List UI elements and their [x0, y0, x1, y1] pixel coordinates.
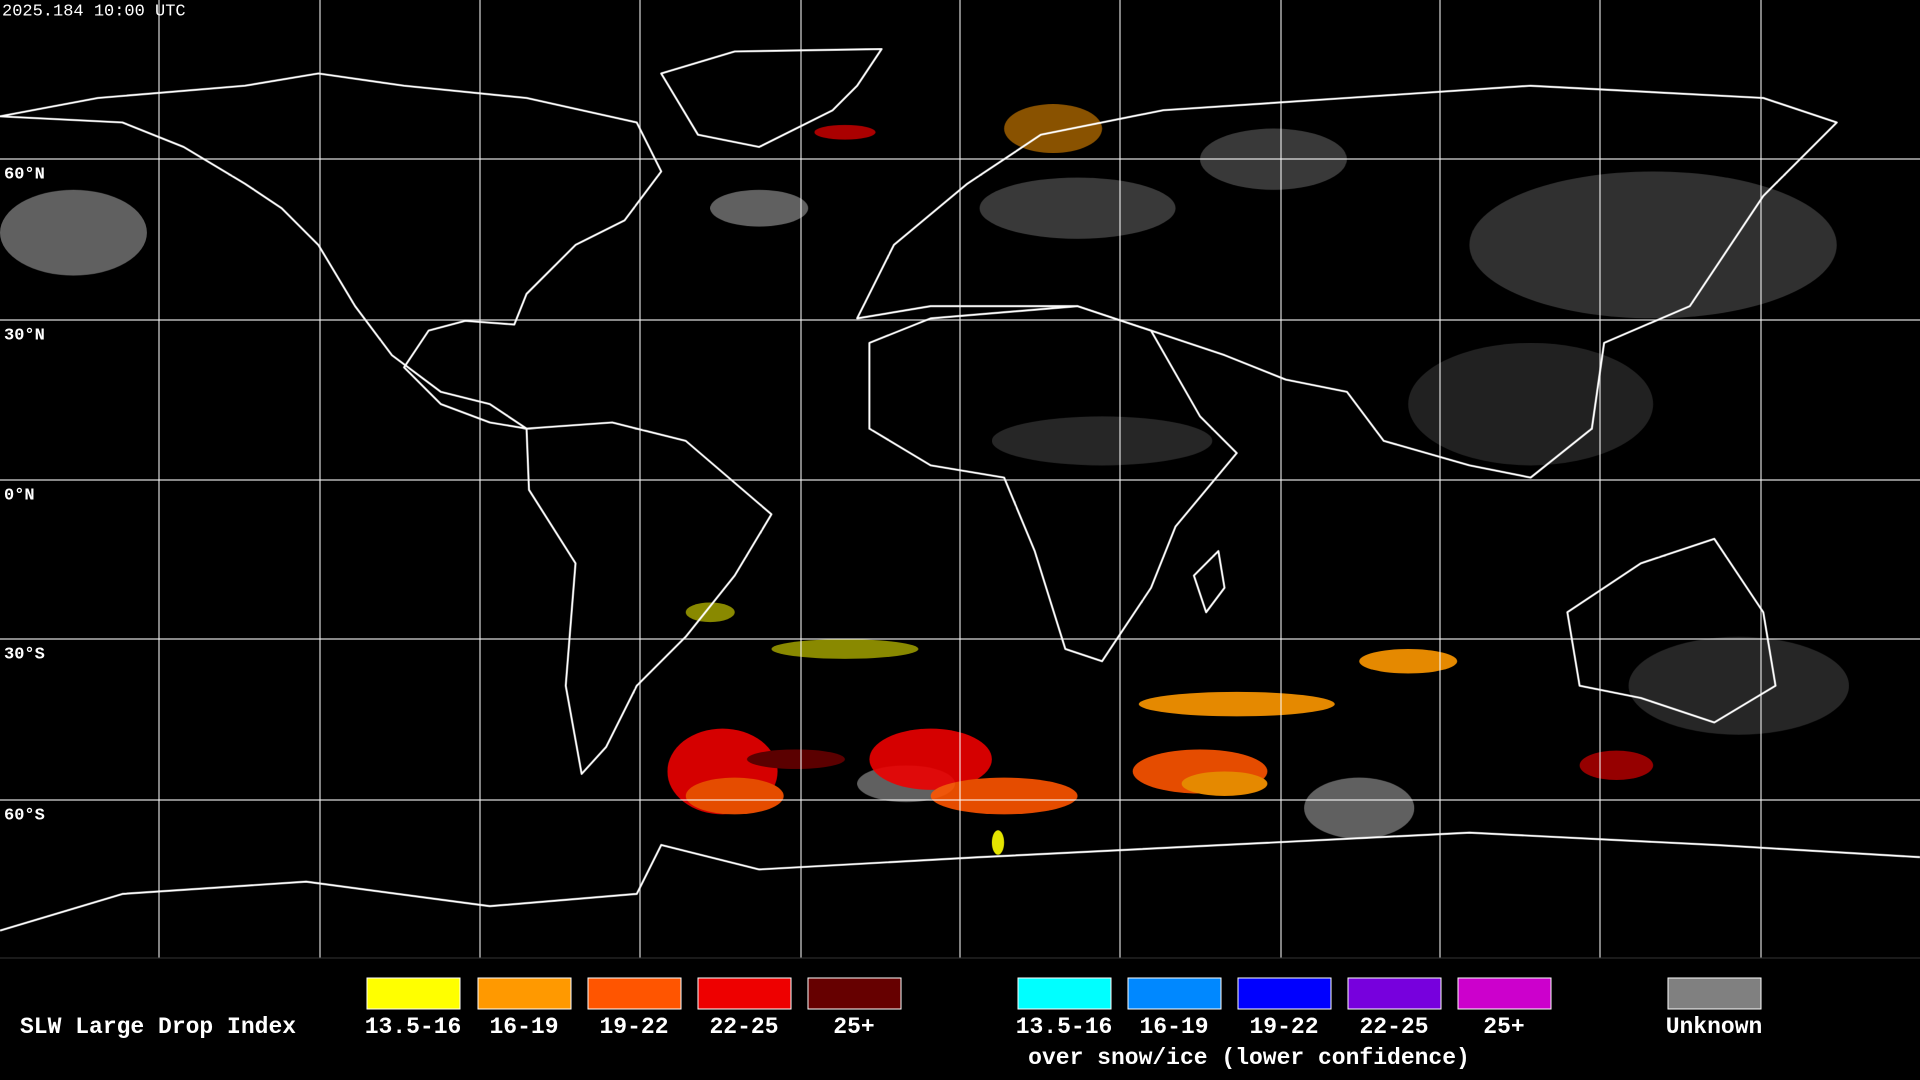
legend-label: 22-25 [709, 1014, 778, 1040]
legend-swatch [807, 977, 902, 1010]
graticule: 60°N 30°N 0°N 30°S 60°S [0, 0, 1920, 958]
latitude-label: 30°N [4, 326, 45, 345]
legend-label: 16-19 [489, 1014, 558, 1040]
timestamp: 2025.184 10:00 UTC [2, 2, 186, 21]
legend-caption: over snow/ice (lower confidence) [1028, 1045, 1470, 1071]
legend-swatch [697, 977, 792, 1010]
legend-swatch [1237, 977, 1332, 1010]
legend-swatch [1127, 977, 1222, 1010]
legend-swatch [587, 977, 682, 1010]
legend-panel [0, 958, 1920, 1080]
legend-label: 19-22 [1249, 1014, 1318, 1040]
legend-swatch [1017, 977, 1112, 1010]
legend-title: SLW Large Drop Index [20, 1014, 296, 1040]
latitude-label: 30°S [4, 645, 45, 664]
legend-label: 13.5-16 [1016, 1014, 1113, 1040]
legend-label: 13.5-16 [365, 1014, 462, 1040]
latitude-label: 60°S [4, 806, 45, 825]
legend-label: 19-22 [599, 1014, 668, 1040]
legend-label: 16-19 [1139, 1014, 1208, 1040]
legend-label: Unknown [1666, 1014, 1763, 1040]
legend-swatch [1667, 977, 1762, 1010]
legend-swatch [1347, 977, 1442, 1010]
legend-swatch [477, 977, 572, 1010]
legend-swatch [366, 977, 461, 1010]
legend-swatch [1457, 977, 1552, 1010]
legend: 13.5-16 16-19 19-22 22-25 25+ 13.5-16 16-19 19-… [365, 977, 1763, 1040]
latitude-label: 60°N [4, 165, 45, 184]
latitude-label: 0°N [4, 486, 35, 505]
imagery [0, 48, 1920, 932]
legend-label: 22-25 [1359, 1014, 1428, 1040]
map: 60°N 30°N 0°N 30°S 60°S [0, 0, 1920, 958]
legend-label: 25+ [833, 1014, 874, 1040]
legend-label: 25+ [1483, 1014, 1524, 1040]
